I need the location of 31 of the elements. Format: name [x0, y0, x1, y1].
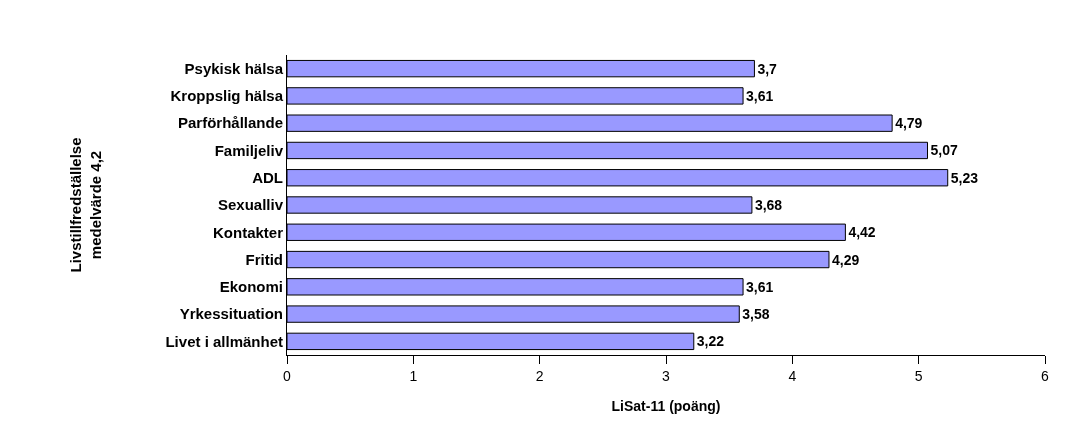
y-tick-label: Ekonomi: [219, 278, 283, 296]
y-tick-label: ADL: [252, 168, 283, 186]
y-tick-label: Sexualliv: [217, 196, 284, 214]
y-tick-label: Psykisk hälsa: [184, 59, 284, 77]
y-tick-label: Fritid: [245, 250, 283, 268]
y-tick-label: Yrkessituation: [179, 305, 283, 323]
y-axis-title: Livstillfredställelse medelvärde 4,2: [67, 137, 104, 273]
x-tick-label: 1: [409, 367, 418, 384]
data-label: 4,79: [895, 115, 923, 132]
y-tick-label: Kroppslig hälsa: [170, 87, 284, 105]
data-label: 3,22: [696, 333, 725, 350]
x-tick-label: 5: [914, 367, 923, 384]
x-tick-label: 6: [1041, 367, 1050, 384]
y-tick-label: Kontakter: [212, 223, 284, 241]
x-tick-label: 3: [662, 367, 671, 384]
x-tick-label: 2: [535, 367, 544, 384]
data-label: 5,23: [950, 169, 979, 186]
x-tick-label: 0: [283, 367, 292, 384]
y-tick-label: Familjeliv: [214, 141, 284, 159]
x-tick-label: 4: [788, 367, 797, 384]
data-label: 4,42: [848, 224, 876, 241]
data-label: 3,7: [757, 60, 778, 77]
data-label: 4,29: [831, 251, 860, 268]
y-tick-label: Livet i allmänhet: [165, 332, 283, 350]
x-axis-title: LiSat-11 (poäng): [611, 398, 721, 415]
data-label: 3,61: [746, 87, 774, 104]
data-label: 3,58: [742, 306, 770, 323]
data-label: 5,07: [930, 142, 958, 159]
data-label: 3,68: [754, 197, 783, 213]
data-label: 3,61: [746, 278, 774, 295]
y-tick-label: Parförhållande: [177, 114, 283, 132]
